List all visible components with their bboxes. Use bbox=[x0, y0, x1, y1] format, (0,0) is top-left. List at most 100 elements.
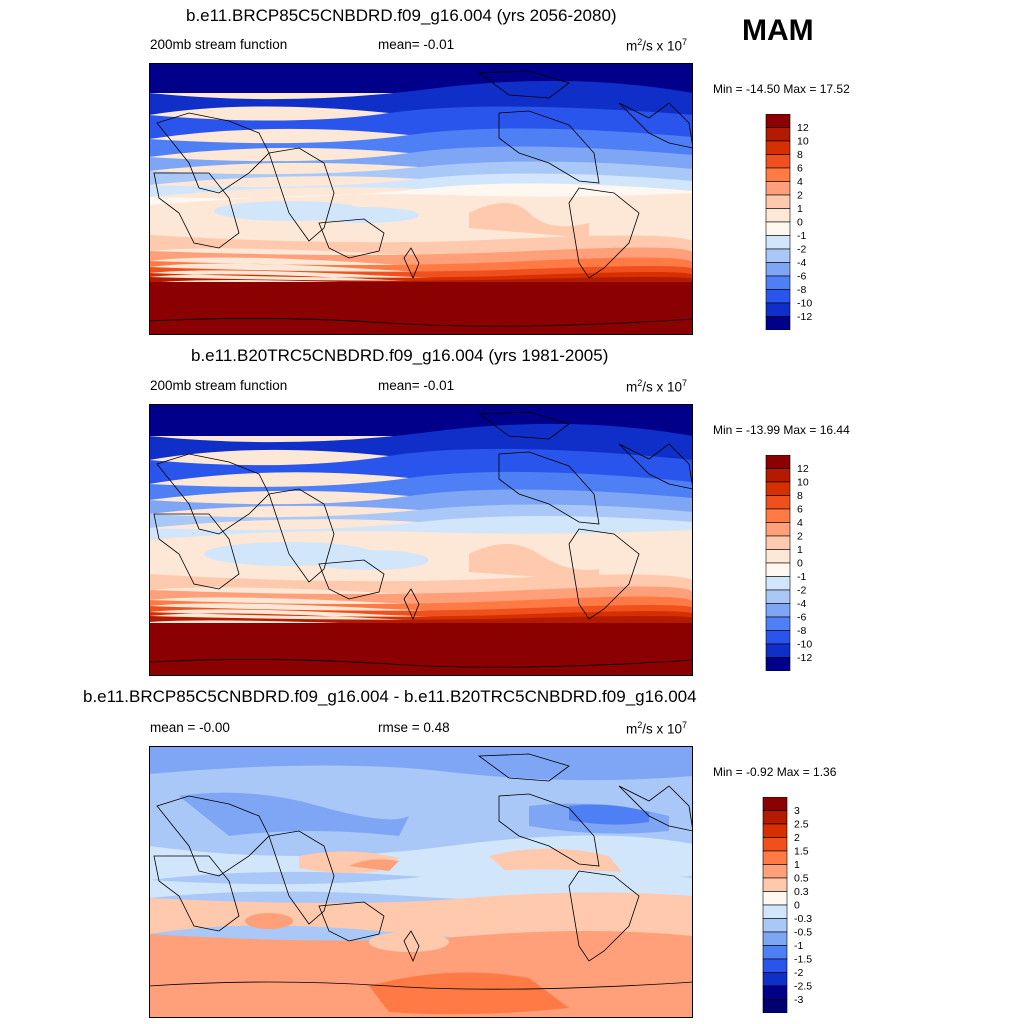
colorbar-label: -1 bbox=[797, 571, 806, 583]
colorbar-box bbox=[765, 221, 791, 236]
panel-3-field bbox=[149, 746, 693, 1018]
colorbar-label: -6 bbox=[797, 612, 806, 624]
colorbar-label: 12 bbox=[797, 122, 809, 134]
colorbar-label: 0.3 bbox=[794, 886, 809, 898]
colorbar-box bbox=[762, 823, 788, 838]
colorbar-box bbox=[765, 289, 791, 304]
colorbar-box bbox=[765, 657, 791, 671]
colorbar-box bbox=[765, 262, 791, 277]
colorbar-box bbox=[762, 999, 788, 1013]
colorbar-label: 10 bbox=[797, 136, 809, 148]
colorbar-label: -10 bbox=[797, 298, 812, 310]
colorbar-label: -8 bbox=[797, 625, 806, 637]
colorbar-label: 2 bbox=[797, 531, 803, 543]
panel-3-frame bbox=[149, 746, 693, 1018]
colorbar-box bbox=[765, 468, 791, 483]
colorbar-box bbox=[765, 235, 791, 250]
panel-3-title: b.e11.BRCP85C5CNBDRD.f09_g16.004 - b.e11… bbox=[83, 687, 697, 706]
colorbar-box bbox=[765, 154, 791, 169]
colorbar-label: 1.5 bbox=[794, 846, 809, 858]
colorbar-box bbox=[765, 495, 791, 510]
panel-1-units: m2/s x 107 bbox=[626, 37, 688, 54]
colorbar-box bbox=[765, 316, 791, 330]
panel-1-minmax: Min = -14.50 Max = 17.52 bbox=[713, 82, 850, 96]
colorbar-label: -2 bbox=[797, 585, 806, 597]
panel-1-title: b.e11.BRCP85C5CNBDRD.f09_g16.004 (yrs 20… bbox=[186, 6, 617, 25]
colorbar-box bbox=[762, 904, 788, 919]
colorbar-label: 10 bbox=[797, 477, 809, 489]
colorbar-box bbox=[762, 864, 788, 879]
colorbar-box bbox=[765, 302, 791, 317]
colorbar-label: -1 bbox=[797, 230, 806, 242]
colorbar-label: 3 bbox=[794, 805, 800, 817]
colorbar-box bbox=[762, 958, 788, 973]
panel-2-coastlines bbox=[149, 411, 693, 668]
colorbar-label: 0 bbox=[794, 900, 800, 912]
colorbar-box bbox=[765, 535, 791, 550]
colorbar-label: -4 bbox=[797, 598, 806, 610]
colorbar-label: -1 bbox=[794, 940, 803, 952]
colorbar-box bbox=[765, 194, 791, 209]
colorbar-label: -12 bbox=[797, 311, 812, 323]
colorbar-box bbox=[765, 167, 791, 182]
colorbar-box bbox=[765, 481, 791, 496]
panel-2-minmax: Min = -13.99 Max = 16.44 bbox=[713, 423, 850, 437]
colorbar-label: 4 bbox=[797, 176, 803, 188]
colorbar-box bbox=[765, 616, 791, 631]
panel-3-map bbox=[149, 746, 693, 1018]
panel-2-field bbox=[149, 404, 693, 676]
colorbar-box bbox=[762, 850, 788, 865]
panel-2-title: b.e11.B20TRC5CNBDRD.f09_g16.004 (yrs 198… bbox=[191, 346, 609, 365]
colorbar-label: -1.5 bbox=[794, 954, 812, 966]
colorbar-label: 1 bbox=[794, 859, 800, 871]
colorbar-label: -2 bbox=[797, 244, 806, 256]
colorbar-label: 4 bbox=[797, 517, 803, 529]
colorbar-box bbox=[765, 549, 791, 564]
panel-3-rmse: rmse = 0.48 bbox=[378, 720, 450, 735]
panel-1-frame bbox=[149, 63, 693, 335]
colorbar-label: 1 bbox=[797, 203, 803, 215]
colorbar-label: 0 bbox=[797, 217, 803, 229]
colorbar-box bbox=[765, 643, 791, 658]
colorbar-box bbox=[762, 945, 788, 960]
panel-1-map bbox=[149, 63, 693, 335]
colorbar-label: -0.3 bbox=[794, 913, 812, 925]
colorbar-box bbox=[765, 603, 791, 618]
colorbar-box bbox=[765, 114, 791, 128]
colorbar-box bbox=[762, 877, 788, 892]
colorbar-label: 8 bbox=[797, 149, 803, 161]
colorbar-box bbox=[762, 891, 788, 906]
colorbar-box bbox=[762, 985, 788, 1000]
colorbar-box bbox=[765, 208, 791, 223]
colorbar-box bbox=[765, 455, 791, 469]
panel-2-map bbox=[149, 404, 693, 676]
panel-2-units: m2/s x 107 bbox=[626, 378, 688, 395]
colorbar-label: 6 bbox=[797, 504, 803, 516]
panel-3-units: m2/s x 107 bbox=[626, 720, 688, 737]
colorbar-box bbox=[762, 797, 788, 811]
panel-3-coastlines bbox=[149, 753, 693, 990]
colorbar-label: -2.5 bbox=[794, 981, 812, 993]
panel-1-coastlines bbox=[149, 70, 693, 327]
colorbar-box bbox=[762, 810, 788, 825]
panel-1-field bbox=[149, 63, 693, 335]
colorbar-label: 6 bbox=[797, 163, 803, 175]
colorbar-box bbox=[765, 127, 791, 142]
colorbar-label: 0.5 bbox=[794, 873, 809, 885]
colorbar-box bbox=[765, 630, 791, 645]
panel-3-minmax: Min = -0.92 Max = 1.36 bbox=[713, 765, 837, 779]
panel-2-frame bbox=[149, 404, 693, 676]
colorbar-label: 2 bbox=[797, 190, 803, 202]
colorbar-label: -2 bbox=[794, 967, 803, 979]
panel-1-variable: 200mb stream function bbox=[150, 37, 288, 52]
colorbar-box bbox=[765, 508, 791, 523]
colorbar-label: 12 bbox=[797, 463, 809, 475]
colorbar-label: 2.5 bbox=[794, 819, 809, 831]
colorbar-box bbox=[765, 576, 791, 591]
colorbar-box bbox=[762, 931, 788, 946]
colorbar-label: 0 bbox=[797, 558, 803, 570]
colorbar-box bbox=[765, 522, 791, 537]
colorbar-label: -3 bbox=[794, 994, 803, 1006]
panel-2-variable: 200mb stream function bbox=[150, 378, 288, 393]
colorbar-label: 8 bbox=[797, 490, 803, 502]
